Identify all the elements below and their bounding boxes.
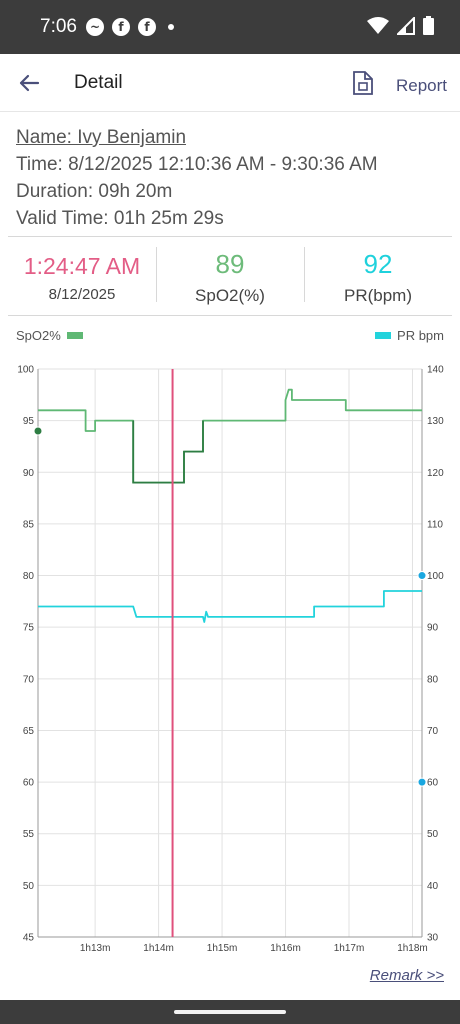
session-info: Name: Ivy Benjamin Time: 8/12/2025 12:10… <box>16 124 446 232</box>
x-tick-label: 1h15m <box>207 943 238 954</box>
spo2-stat: 89 SpO2(%) <box>156 237 304 307</box>
y-left-tick-label: 65 <box>23 726 35 737</box>
y-left-tick-label: 75 <box>23 623 35 634</box>
report-button[interactable]: Report <box>396 76 448 95</box>
y-right-tick-label: 140 <box>427 365 444 376</box>
wifi-icon <box>367 16 389 34</box>
spo2-label: SpO2(%) <box>195 286 265 305</box>
legend-spo2: SpO2% <box>16 328 83 343</box>
y-right-tick-label: 130 <box>427 416 444 427</box>
dot-icon <box>168 24 174 30</box>
y-right-tick-label: 70 <box>427 726 439 737</box>
y-right-tick-label: 50 <box>427 829 439 840</box>
signal-icon <box>397 16 415 35</box>
legend-spo2-label: SpO2% <box>16 328 61 343</box>
divider <box>304 247 305 302</box>
divider <box>156 247 157 302</box>
status-time: 7:06 <box>40 16 77 37</box>
axis-marker-dot <box>33 426 43 436</box>
y-left-tick-label: 55 <box>23 829 35 840</box>
valid-time: Valid Time: 01h 25m 29s <box>16 208 224 229</box>
pr-value: 92 <box>363 249 393 279</box>
app-bar: Detail Report <box>0 54 460 112</box>
facebook-icon: f <box>138 18 156 36</box>
trend-chart[interactable]: 100 95 90 85 80 75 70 65 60 55 50 45 140 130 120 110 100… <box>0 355 460 960</box>
trend-chart-svg[interactable]: 100 95 90 85 80 75 70 65 60 55 50 45 140 130 120 110 100… <box>0 355 460 960</box>
axis-marker-dot <box>417 777 427 787</box>
y-right-tick-label: 60 <box>427 778 439 789</box>
cursor-stats: 1:24:47 AM 8/12/2025 89 SpO2(%) 92 PR(bp… <box>8 237 452 307</box>
y-right-tick-label: 90 <box>427 623 439 634</box>
axis-marker-dot <box>417 571 427 581</box>
y-left-tick-label: 95 <box>23 416 35 427</box>
cursor-date: 8/12/2025 <box>48 286 116 303</box>
legend-pr: PR bpm <box>375 328 444 343</box>
notification-icons: ~ f f <box>86 18 174 36</box>
y-left-tick-label: 50 <box>23 881 35 892</box>
divider <box>8 315 452 316</box>
messenger-icon: ~ <box>86 18 104 36</box>
y-right-tick-label: 80 <box>427 674 439 685</box>
facebook-icon: f <box>112 18 130 36</box>
cursor-time-stat: 1:24:47 AM 8/12/2025 <box>8 237 156 307</box>
battery-icon <box>423 16 434 35</box>
pr-stat: 92 PR(bpm) <box>304 237 452 307</box>
y-right-tick-label: 40 <box>427 881 439 892</box>
y-left-tick-label: 90 <box>23 468 35 479</box>
status-bar: 7:06 ~ f f <box>0 0 460 54</box>
spo2-highlight-segment <box>132 420 204 484</box>
session-time: Time: 8/12/2025 12:10:36 AM - 9:30:36 AM <box>16 154 378 175</box>
remark-link[interactable]: Remark >> <box>369 967 444 984</box>
system-icons <box>367 16 434 35</box>
y-left-tick-label: 70 <box>23 674 35 685</box>
page-title: Detail <box>74 72 123 93</box>
session-duration: Duration: 09h 20m <box>16 181 173 202</box>
x-tick-label: 1h14m <box>143 943 174 954</box>
pr-label: PR(bpm) <box>343 286 412 305</box>
x-tick-label: 1h18m <box>397 943 428 954</box>
cursor-time: 1:24:47 AM <box>23 253 141 279</box>
x-tick-label: 1h13m <box>80 943 111 954</box>
home-handle[interactable] <box>174 1010 286 1014</box>
y-left-tick-label: 80 <box>23 571 35 582</box>
y-right-tick-label: 100 <box>427 571 444 582</box>
legend-pr-swatch <box>375 332 392 339</box>
spo2-value: 89 <box>215 249 245 279</box>
patient-name[interactable]: Name: Ivy Benjamin <box>16 127 187 148</box>
y-right-tick-label: 120 <box>427 468 444 479</box>
y-left-tick-label: 85 <box>23 519 35 530</box>
y-right-tick-label: 110 <box>427 519 443 530</box>
report-document-icon[interactable] <box>350 70 376 96</box>
legend-pr-label: PR bpm <box>397 328 444 343</box>
divider <box>8 236 452 237</box>
y-right-tick-label: 30 <box>427 933 439 944</box>
back-arrow-icon[interactable] <box>14 68 44 98</box>
y-left-tick-label: 45 <box>23 933 35 944</box>
pr-series-line <box>38 590 422 623</box>
navigation-bar <box>0 1000 460 1024</box>
legend-spo2-swatch <box>66 332 83 339</box>
y-left-tick-label: 60 <box>23 778 35 789</box>
x-tick-label: 1h16m <box>270 943 301 954</box>
x-tick-label: 1h17m <box>334 943 365 954</box>
y-left-tick-label: 100 <box>17 365 34 376</box>
